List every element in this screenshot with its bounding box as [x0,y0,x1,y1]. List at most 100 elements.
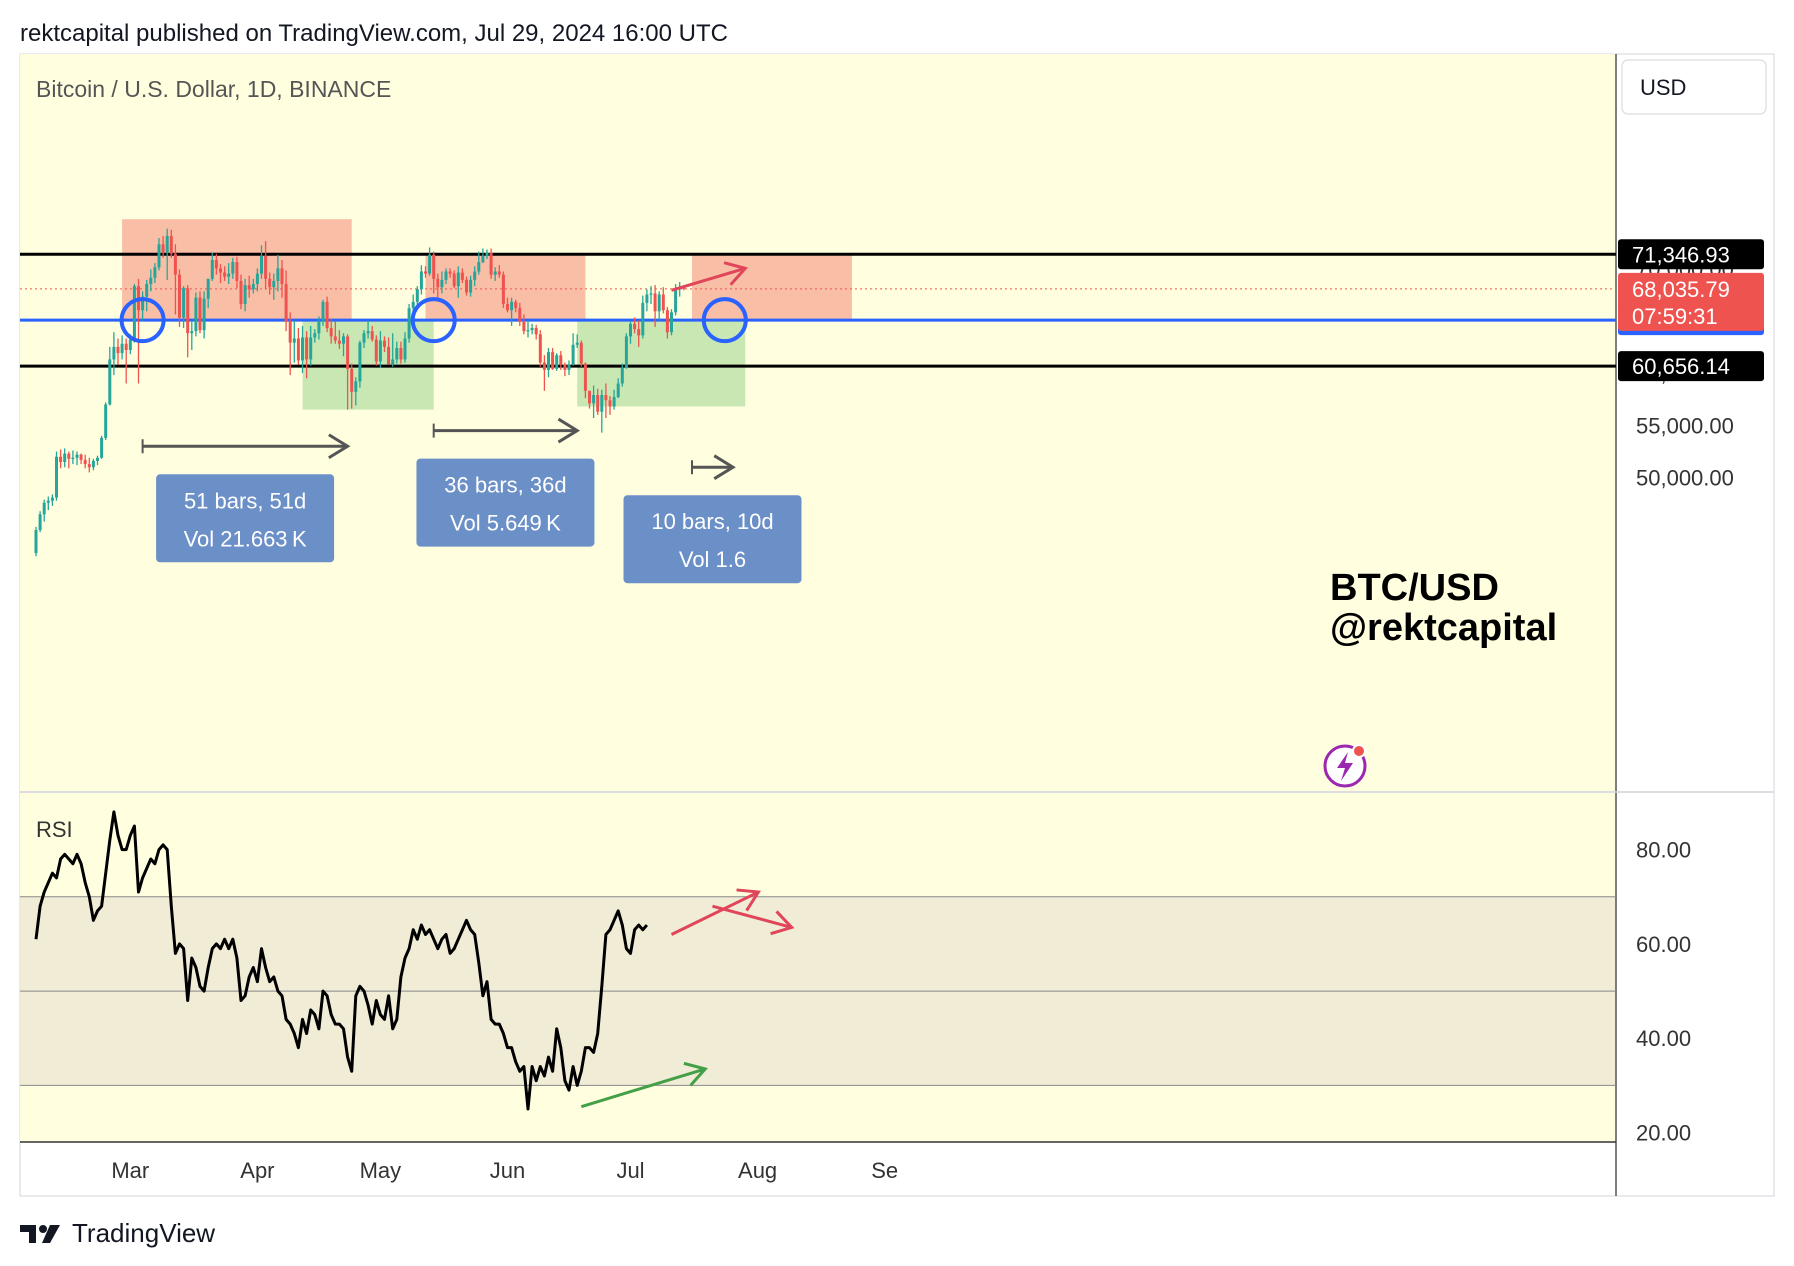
alert-lightning-icon[interactable] [1323,744,1367,788]
candle-body [272,280,276,288]
candle-body [296,338,300,361]
watermark-line1: BTC/USD [1330,567,1499,609]
measure-tool-2[interactable]: 10 bars, 10d Vol 1.6 [623,454,802,584]
measure-label-bars: 51 bars, 51d [184,488,306,513]
candle-body [157,244,161,268]
candle [448,268,452,278]
time-tick-label: Mar [111,1158,149,1183]
rsi-bullish-arrow-shaft [580,1067,706,1109]
candle-body [173,253,177,275]
candle [526,320,530,338]
candle [551,347,555,370]
measure-label-bars: 36 bars, 36d [444,473,566,498]
last-price-countdown: 07:59:31 [1632,304,1718,329]
measure-tool-0[interactable]: 51 bars, 51d Vol 21.663 K [141,433,351,563]
measure-label-box [156,474,335,563]
candle-body [63,453,67,462]
candle-body [264,255,268,279]
candle-body [604,394,608,401]
candle-body [239,280,243,304]
candle [280,259,284,298]
candle [235,256,239,289]
candle [657,291,661,321]
candle [387,337,391,365]
candle-body [378,340,382,362]
candle [50,494,54,506]
candle-body [112,346,116,360]
currency-button[interactable] [1621,59,1767,115]
candle-body [616,383,620,398]
measure-label-bars: 10 bars, 10d [651,509,773,534]
candle [522,314,526,335]
candle-body [575,342,579,345]
candle [440,271,444,294]
price-tick-label: 50,000.00 [1636,466,1734,491]
candle [501,271,505,309]
candle [124,338,128,384]
candle [633,317,637,334]
candle [83,454,87,469]
time-tick-label: May [360,1158,402,1183]
candle [399,341,403,364]
candle-body [288,321,292,343]
candle-body [71,457,75,459]
candle [407,303,411,343]
resistance-zone-1 [425,254,586,321]
candle [104,402,108,440]
candle [645,289,649,312]
candle-body [592,394,596,404]
candle-body [149,277,153,285]
candle [198,291,202,334]
resistance-zone-2 [692,254,852,321]
candle [485,249,489,259]
candle-body [190,331,194,334]
candle [456,266,460,298]
candle [411,294,415,313]
candle-body [354,381,358,392]
candle [173,244,177,315]
candle [100,435,104,459]
candle [354,377,358,406]
candle-body [629,323,632,337]
candle-body [202,298,206,331]
candle-body [612,397,616,407]
candle [641,295,645,339]
candle-body [255,273,259,285]
candle [395,341,399,364]
candle [665,307,669,339]
candle [63,448,67,468]
candle-body [55,456,58,498]
level-price-label-text: 71,346.93 [1632,242,1730,267]
candle [374,335,378,366]
candle [141,291,145,321]
candle-body [198,297,202,331]
watermark-line2: @rektcapital [1330,607,1557,649]
candle [214,253,218,275]
candle-body [292,338,296,343]
published-header: rektcapital published on TradingView.com… [20,20,728,47]
candle-body [555,355,559,369]
time-tick-label: Se [871,1158,898,1183]
price-divergence-arrow-shaft [671,266,746,292]
candle-body [370,331,374,340]
candle-body [473,271,477,280]
candle [149,269,153,292]
rsi-bearish-arrow-head [736,888,761,912]
candle [165,228,169,280]
measure-arrow [142,433,351,460]
candle [309,325,313,366]
candle [145,279,149,312]
candle [223,266,227,281]
candle-body [530,328,534,331]
candle-body [362,333,366,343]
candle [260,245,263,279]
candle [243,278,247,312]
candle [567,360,571,376]
candle-body [83,459,87,465]
measure-label-vol: Vol 5.649 K [450,511,561,536]
candle [542,355,546,391]
candle-body [182,288,186,318]
measure-tool-1[interactable]: 36 bars, 36d Vol 5.649 K [416,417,595,547]
